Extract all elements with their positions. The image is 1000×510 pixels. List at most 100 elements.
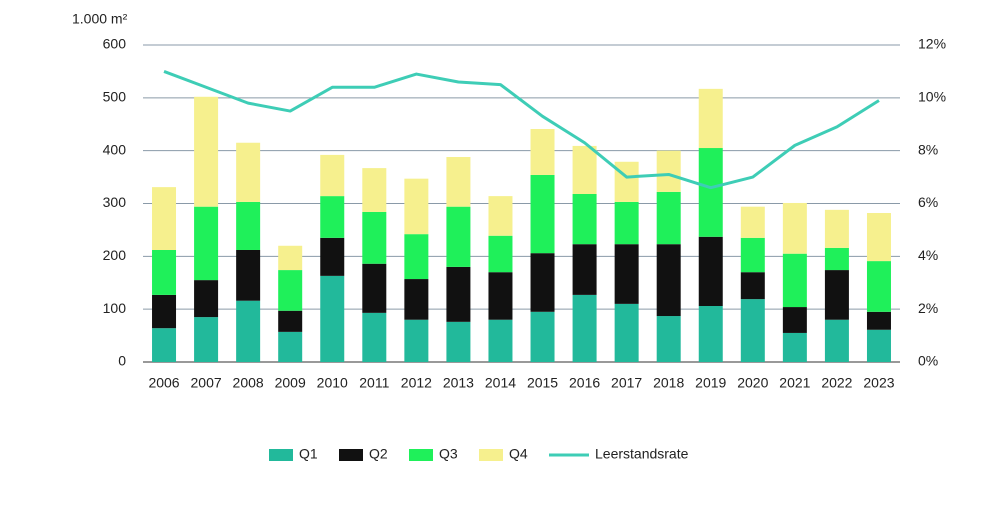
y2-tick-label: 2% [918, 300, 938, 316]
bar-segment [614, 244, 639, 304]
bar-segment [194, 206, 219, 281]
bar-segment [404, 279, 429, 320]
bar-segment [740, 206, 765, 238]
bar-segment [236, 300, 261, 362]
bar-segment [446, 266, 471, 322]
bar-segment [782, 253, 807, 308]
x-tick-label: 2014 [485, 375, 516, 391]
bar-segment [824, 319, 849, 362]
bar-segment [488, 196, 513, 236]
bar-segment [656, 244, 681, 317]
legend-swatch [409, 449, 433, 461]
bar-segment [866, 311, 891, 330]
y-tick-label: 100 [103, 300, 127, 316]
bar-segment [362, 168, 387, 212]
bar-segment [572, 244, 597, 295]
x-tick-label: 2011 [359, 375, 389, 391]
bar-segment [572, 193, 597, 245]
x-tick-label: 2012 [401, 375, 432, 391]
bar-segment [698, 236, 723, 306]
bar-segment [278, 331, 303, 362]
bar-segment [740, 299, 765, 362]
legend-label: Q4 [509, 446, 528, 462]
y-axis-unit: 1.000 m² [72, 11, 128, 27]
bar-segment [614, 303, 639, 362]
bar-segment [152, 328, 177, 362]
bar-segment [530, 311, 555, 362]
bar-segment [488, 319, 513, 362]
bar-segment [320, 196, 345, 238]
bar-segment [488, 235, 513, 273]
y2-tick-label: 12% [918, 36, 946, 52]
bar-segment [530, 253, 555, 312]
x-tick-label: 2007 [191, 375, 222, 391]
bar-segment [236, 249, 261, 301]
y-tick-label: 400 [103, 141, 127, 157]
bar-segment [656, 150, 681, 192]
x-tick-label: 2010 [317, 375, 348, 391]
x-tick-label: 2009 [275, 375, 306, 391]
bar-segment [698, 305, 723, 362]
y2-tick-label: 0% [918, 353, 938, 369]
bar-segment [866, 261, 891, 312]
bar-segment [740, 237, 765, 273]
x-tick-label: 2019 [695, 375, 726, 391]
y-tick-label: 0 [118, 353, 126, 369]
bar-segment [740, 272, 765, 300]
bar-segment [698, 148, 723, 237]
bar-segment [320, 237, 345, 276]
legend-label: Q2 [369, 446, 388, 462]
bar-segment [782, 202, 807, 254]
x-tick-label: 2013 [443, 375, 474, 391]
bar-segment [320, 154, 345, 197]
bar-segment [194, 96, 219, 207]
x-tick-label: 2016 [569, 375, 600, 391]
y-tick-label: 600 [103, 36, 127, 52]
bar-segment [152, 249, 177, 295]
bar-segment [404, 319, 429, 362]
x-tick-label: 2008 [233, 375, 264, 391]
bar-segment [362, 211, 387, 264]
y2-tick-label: 4% [918, 247, 938, 263]
x-tick-label: 2006 [148, 375, 179, 391]
x-tick-label: 2022 [821, 375, 852, 391]
bar-segment [866, 329, 891, 362]
bar-segment [782, 332, 807, 362]
bar-segment [278, 310, 303, 332]
bar-segment [572, 145, 597, 194]
y2-tick-label: 8% [918, 141, 938, 157]
legend-swatch [339, 449, 363, 461]
bar-segment [698, 88, 723, 149]
bar-segment [152, 294, 177, 329]
bar-segment [278, 270, 303, 311]
bar-segment [362, 312, 387, 362]
bar-segment [152, 187, 177, 250]
bar-segment [236, 201, 261, 250]
x-tick-label: 2015 [527, 375, 558, 391]
bar-segment [236, 142, 261, 202]
bar-segment [824, 209, 849, 248]
bar-segment [656, 316, 681, 362]
y-tick-label: 500 [103, 89, 127, 105]
legend-label: Leerstandsrate [595, 446, 689, 462]
legend-swatch [269, 449, 293, 461]
bar-segment [404, 234, 429, 280]
bar-segment [488, 272, 513, 320]
bar-segment [278, 245, 303, 271]
bar-segment [446, 206, 471, 267]
bar-segment [614, 201, 639, 245]
y-tick-label: 300 [103, 194, 127, 210]
bar-segment [824, 247, 849, 271]
y2-tick-label: 10% [918, 89, 946, 105]
legend-label: Q1 [299, 446, 318, 462]
bar-segment [782, 307, 807, 333]
legend-swatch [479, 449, 503, 461]
bar-segment [530, 129, 555, 175]
bar-segment [656, 191, 681, 245]
bar-segment [320, 275, 345, 362]
x-tick-label: 2018 [653, 375, 684, 391]
bar-segment [362, 263, 387, 313]
y-tick-label: 200 [103, 247, 127, 263]
bar-segment [446, 321, 471, 362]
